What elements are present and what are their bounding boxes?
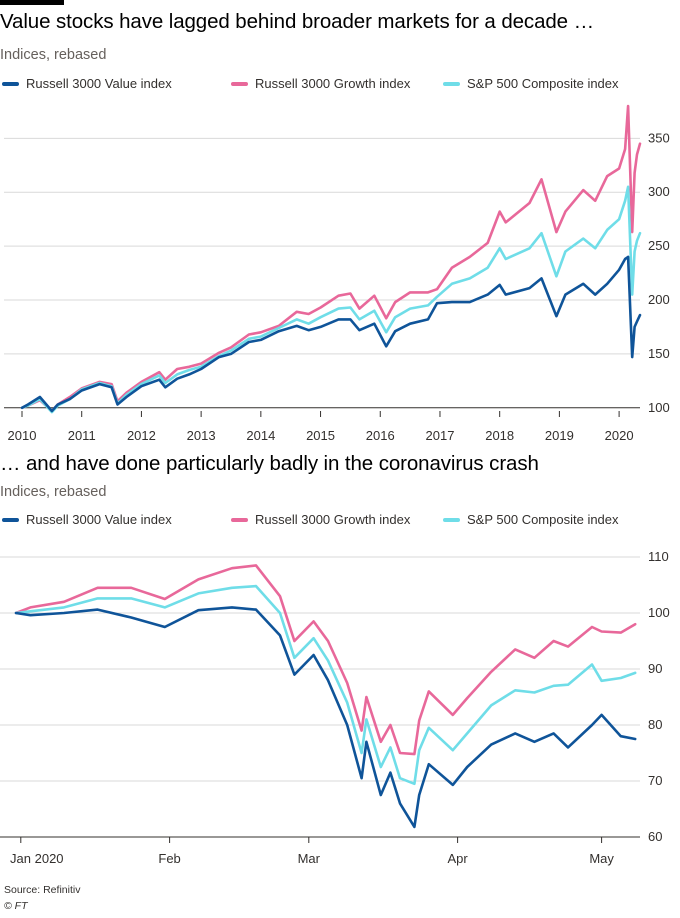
- ft-credit: © FT: [4, 900, 28, 912]
- ft-top-bar: [0, 0, 64, 5]
- legend-label-value: Russell 3000 Value index: [26, 76, 172, 91]
- y-tick-label: 300: [648, 184, 670, 199]
- series-line-growth: [14, 564, 637, 756]
- x-tick-label: 2014: [246, 428, 275, 443]
- legend-swatch-growth: [231, 81, 248, 86]
- y-tick-label: 100: [648, 400, 670, 415]
- x-tick-label: 2019: [545, 428, 574, 443]
- legend-item-growth: Russell 3000 Growth index: [231, 76, 410, 91]
- y-tick-label: 60: [648, 829, 662, 844]
- legend-swatch-sp500: [443, 81, 460, 86]
- x-tick-label: 2010: [8, 428, 37, 443]
- chart1-plot: 100 150 200 250 300 350 2010 2011 2012 2013 2014 20…: [4, 104, 670, 443]
- legend-label-sp500: S&P 500 Composite index: [467, 76, 619, 91]
- series-line-value: [14, 606, 637, 829]
- legend-item-sp500: S&P 500 Composite index: [443, 76, 619, 91]
- x-tick-label: Apr: [447, 851, 468, 866]
- series-line-sp500: [14, 584, 637, 786]
- legend-item-value: Russell 3000 Value index: [2, 512, 172, 527]
- y-tick-label: 110: [648, 549, 669, 564]
- x-tick-label: May: [589, 851, 614, 866]
- chart2-legend: Russell 3000 Value index Russell 3000 Gr…: [0, 512, 680, 532]
- y-tick-label: 250: [648, 238, 670, 253]
- x-tick-label: 2018: [485, 428, 514, 443]
- legend-swatch-sp500: [443, 517, 460, 522]
- x-tick-label: 2015: [306, 428, 335, 443]
- source-note: Source: Refinitiv: [4, 884, 81, 896]
- y-tick-label: 70: [648, 773, 662, 788]
- x-tick-label: Feb: [158, 851, 180, 866]
- y-tick-label: 90: [648, 661, 662, 676]
- chart1-legend: Russell 3000 Value index Russell 3000 Gr…: [0, 76, 680, 96]
- legend-label-sp500: S&P 500 Composite index: [467, 512, 619, 527]
- series-line-value: [20, 255, 642, 413]
- x-tick-label: 2017: [426, 428, 455, 443]
- series-line-growth: [20, 104, 642, 413]
- y-tick-label: 350: [648, 130, 670, 145]
- chart2-plot: 60 70 80 90 100 110 Jan 2020 Feb Mar Apr May: [0, 549, 670, 866]
- chart2-subtitle: Indices, rebased: [0, 484, 107, 500]
- x-tick-label: 2020: [605, 428, 634, 443]
- x-tick-label: Jan 2020: [10, 851, 64, 866]
- x-tick-label: 2011: [68, 428, 96, 443]
- legend-swatch-value: [2, 81, 19, 86]
- x-tick-label: 2016: [366, 428, 395, 443]
- legend-swatch-value: [2, 517, 19, 522]
- legend-label-value: Russell 3000 Value index: [26, 512, 172, 527]
- legend-swatch-growth: [231, 517, 248, 522]
- chart1-title: Value stocks have lagged behind broader …: [0, 10, 594, 33]
- chart2-title: … and have done particularly badly in th…: [0, 452, 539, 475]
- legend-label-growth: Russell 3000 Growth index: [255, 76, 411, 91]
- y-tick-label: 150: [648, 346, 670, 361]
- x-tick-label: 2012: [127, 428, 156, 443]
- legend-label-growth: Russell 3000 Growth index: [255, 512, 411, 527]
- legend-item-value: Russell 3000 Value index: [2, 76, 172, 91]
- y-tick-label: 200: [648, 292, 670, 307]
- y-tick-label: 80: [648, 717, 662, 732]
- x-tick-label: Mar: [298, 851, 321, 866]
- chart1-subtitle: Indices, rebased: [0, 47, 107, 63]
- y-tick-label: 100: [648, 605, 670, 620]
- x-tick-label: 2013: [187, 428, 216, 443]
- legend-item-sp500: S&P 500 Composite index: [443, 512, 619, 527]
- legend-item-growth: Russell 3000 Growth index: [231, 512, 410, 527]
